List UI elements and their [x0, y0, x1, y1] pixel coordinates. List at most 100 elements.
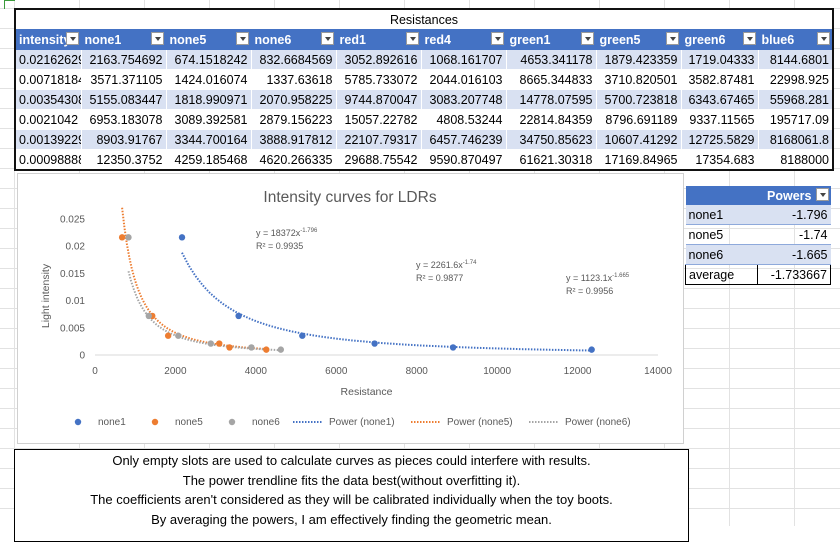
table-cell[interactable]: 12350.3752	[80, 149, 167, 171]
table-cell[interactable]: 6343.67465	[680, 89, 759, 110]
table-cell[interactable]: 1337.63618	[250, 69, 337, 90]
x-axis-title: Resistance	[341, 386, 393, 398]
table-cell[interactable]: 1719.04333	[680, 49, 759, 70]
table-cell[interactable]: 15057.22782	[335, 109, 422, 130]
table-body: 0.0216262982163.754692674.1518242832.668…	[14, 49, 834, 171]
table-cell[interactable]: 0.021626298	[14, 49, 82, 70]
table-cell[interactable]: 2070.958225	[250, 89, 337, 110]
table-cell[interactable]: 0.007181844	[14, 69, 82, 90]
table-cell[interactable]: 8665.344833	[505, 69, 597, 90]
powers-header[interactable]: Powers	[757, 186, 831, 205]
table-cell[interactable]: 55968.281	[757, 89, 834, 110]
powers-row: none6 -1.665	[685, 244, 831, 265]
table-cell[interactable]: 5700.723818	[595, 89, 682, 110]
table-cell[interactable]: 2163.754692	[80, 49, 167, 70]
table-cell[interactable]: 10607.41292	[595, 129, 682, 150]
table-cell[interactable]: 3888.917812	[250, 129, 337, 150]
column-header-blue6[interactable]: blue6	[757, 29, 834, 50]
x-tick-label: 6000	[325, 366, 348, 377]
filter-dropdown-icon[interactable]	[815, 188, 829, 201]
powers-label-cell[interactable]: none1	[685, 205, 758, 225]
table-row: 0.0216262982163.754692674.1518242832.668…	[14, 49, 834, 70]
table-cell[interactable]: 5155.083447	[80, 89, 167, 110]
filter-dropdown-icon[interactable]	[490, 32, 504, 45]
filter-dropdown-icon[interactable]	[320, 32, 334, 45]
column-header-green6[interactable]: green6	[680, 29, 759, 50]
table-cell[interactable]: 9590.870497	[420, 149, 507, 171]
table-cell[interactable]: 2044.016103	[420, 69, 507, 90]
table-cell[interactable]: 0.003543084	[14, 89, 82, 110]
table-cell[interactable]: 674.1518242	[165, 49, 252, 70]
column-header-none5[interactable]: none5	[165, 29, 252, 50]
table-cell[interactable]: 22998.925	[757, 69, 834, 90]
column-header-intensity[interactable]: intensity	[14, 29, 82, 50]
table-cell[interactable]: 1068.161707	[420, 49, 507, 70]
table-cell[interactable]: 0.0021042	[14, 109, 82, 130]
filter-dropdown-icon[interactable]	[665, 32, 679, 45]
table-cell[interactable]: 8168061.8	[757, 129, 834, 150]
table-cell[interactable]: 17169.84965	[595, 149, 682, 171]
table-cell[interactable]: 3582.87481	[680, 69, 759, 90]
table-cell[interactable]: 8796.691189	[595, 109, 682, 130]
table-cell[interactable]: 12725.5829	[680, 129, 759, 150]
table-cell[interactable]: 3083.207748	[420, 89, 507, 110]
equation-base: y = 2261.6x	[416, 260, 463, 270]
filter-dropdown-icon[interactable]	[405, 32, 419, 45]
table-cell[interactable]: 8188000	[757, 149, 834, 171]
table-cell[interactable]: 22814.84359	[505, 109, 597, 130]
column-header-none1[interactable]: none1	[80, 29, 167, 50]
table-cell[interactable]: 0.001392292	[14, 129, 82, 150]
powers-label-cell[interactable]: average	[685, 264, 758, 285]
table-cell[interactable]: 4808.53244	[420, 109, 507, 130]
table-cell[interactable]: 1818.990971	[165, 89, 252, 110]
table-cell[interactable]: 5785.733072	[335, 69, 422, 90]
table-cell[interactable]: 2879.156223	[250, 109, 337, 130]
data-point-none6	[145, 312, 152, 320]
table-cell[interactable]: 17354.683	[680, 149, 759, 171]
powers-label-cell[interactable]: none5	[685, 224, 758, 245]
table-cell[interactable]: 0.000988885	[14, 149, 82, 171]
filter-dropdown-icon[interactable]	[150, 32, 164, 45]
intensity-chart[interactable]: Intensity curves for LDRs 0 2000 4000 6000 80…	[17, 173, 684, 444]
table-cell[interactable]: 9337.11565	[680, 109, 759, 130]
filter-dropdown-icon[interactable]	[580, 32, 594, 45]
powers-label-cell[interactable]: none6	[685, 244, 758, 265]
powers-value-cell[interactable]: -1.796	[757, 205, 831, 225]
table-cell[interactable]: 1424.016074	[165, 69, 252, 90]
table-cell[interactable]: 3344.700164	[165, 129, 252, 150]
column-header-green5[interactable]: green5	[595, 29, 682, 50]
table-cell[interactable]: 3710.820501	[595, 69, 682, 90]
data-point-none6	[248, 344, 255, 351]
table-cell[interactable]: 14778.07595	[505, 89, 597, 110]
filter-dropdown-icon[interactable]	[235, 32, 249, 45]
table-cell[interactable]: 3571.371105	[80, 69, 167, 90]
table-cell[interactable]: 3089.392581	[165, 109, 252, 130]
filter-dropdown-icon[interactable]	[65, 32, 79, 45]
table-cell[interactable]: 61621.30318	[505, 149, 597, 171]
table-cell[interactable]: 6457.746239	[420, 129, 507, 150]
table-cell[interactable]: 195717.09	[757, 109, 834, 130]
powers-value-cell[interactable]: -1.74	[757, 224, 831, 245]
table-cell[interactable]: 4653.341178	[505, 49, 597, 70]
table-cell[interactable]: 832.6684569	[250, 49, 337, 70]
column-header-red4[interactable]: red4	[420, 29, 507, 50]
table-cell[interactable]: 34750.85623	[505, 129, 597, 150]
table-cell[interactable]: 8903.91767	[80, 129, 167, 150]
table-cell[interactable]: 22107.79317	[335, 129, 422, 150]
column-header-red1[interactable]: red1	[335, 29, 422, 50]
table-cell[interactable]: 4620.266335	[250, 149, 337, 171]
filter-dropdown-icon[interactable]	[742, 32, 756, 45]
powers-value-cell[interactable]: -1.665	[757, 244, 831, 265]
table-cell[interactable]: 9744.870047	[335, 89, 422, 110]
table-cell[interactable]: 29688.75542	[335, 149, 422, 171]
column-header-green1[interactable]: green1	[505, 29, 597, 50]
filter-dropdown-icon[interactable]	[817, 32, 830, 45]
powers-value-cell[interactable]: -1.733667	[757, 264, 831, 285]
notes-text-box[interactable]: Only empty slots are used to calculate c…	[14, 449, 689, 542]
table-cell[interactable]: 1879.423359	[595, 49, 682, 70]
table-cell[interactable]: 4259.185468	[165, 149, 252, 171]
table-cell[interactable]: 3052.892616	[335, 49, 422, 70]
table-cell[interactable]: 6953.183078	[80, 109, 167, 130]
table-cell[interactable]: 8144.6801	[757, 49, 834, 70]
column-header-none6[interactable]: none6	[250, 29, 337, 50]
